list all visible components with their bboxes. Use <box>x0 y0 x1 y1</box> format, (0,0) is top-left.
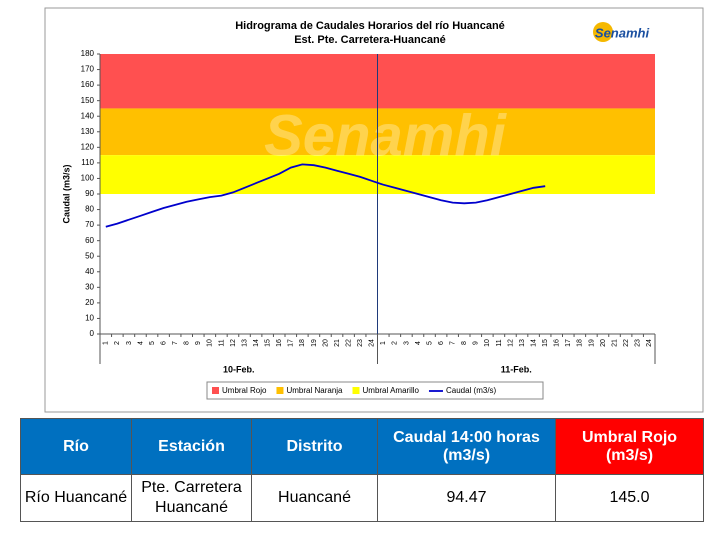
legend-label: Umbral Rojo <box>222 386 267 395</box>
x-tick-label: 24 <box>369 339 376 347</box>
x-tick-label: 11 <box>218 339 225 346</box>
y-tick-label: 70 <box>85 220 94 229</box>
y-tick-label: 110 <box>81 158 94 167</box>
x-tick-label: 3 <box>126 341 133 345</box>
x-tick-label: 16 <box>554 339 561 347</box>
x-tick-label: 4 <box>415 341 422 345</box>
x-tick-label: 14 <box>253 339 260 347</box>
legend-label: Umbral Naranja <box>286 386 343 395</box>
cell: Huancané <box>251 474 378 522</box>
x-tick-label: 4 <box>137 341 144 345</box>
y-tick-label: 10 <box>85 314 94 323</box>
x-tick-label: 18 <box>577 339 584 347</box>
y-tick-label: 100 <box>81 174 95 183</box>
legend-label: Caudal (m3/s) <box>446 386 497 395</box>
y-tick-label: 90 <box>85 189 94 198</box>
x-tick-label: 5 <box>426 341 433 345</box>
chart-title: Hidrograma de Caudales Horarios del río … <box>235 20 505 32</box>
y-tick-label: 40 <box>85 267 94 276</box>
cell: Río Huancané <box>20 474 132 522</box>
y-tick-label: 30 <box>85 282 94 291</box>
x-tick-label: 10 <box>484 339 491 347</box>
x-tick-label: 9 <box>473 341 480 345</box>
x-tick-label: 2 <box>392 341 399 345</box>
x-tick-label: 9 <box>195 341 202 345</box>
x-tick-label: 5 <box>149 341 156 345</box>
x-tick-label: 15 <box>542 339 549 347</box>
y-tick-label: 170 <box>81 65 95 74</box>
x-tick-label: 12 <box>507 339 514 347</box>
chart: Hidrograma de Caudales Horarios del río … <box>44 7 704 413</box>
legend-swatch <box>352 387 360 394</box>
table: Río Estación Distrito Caudal 14:00 horas… <box>20 418 704 522</box>
x-tick-label: 14 <box>530 339 537 347</box>
data-row: Río Huancané Pte. Carretera Huancané Hua… <box>20 474 704 522</box>
header-cell: Distrito <box>251 418 378 475</box>
logo: Senamhi <box>595 25 650 40</box>
y-tick-label: 160 <box>81 80 95 89</box>
x-tick-label: 8 <box>184 341 191 345</box>
y-tick-label: 60 <box>85 236 94 245</box>
x-tick-label: 6 <box>160 341 167 345</box>
x-tick-label: 7 <box>172 341 179 345</box>
x-tick-label: 22 <box>623 339 630 347</box>
y-tick-label: 50 <box>85 251 94 260</box>
legend-swatch <box>212 387 219 394</box>
x-tick-label: 16 <box>276 339 283 347</box>
y-tick-label: 20 <box>85 298 94 307</box>
x-tick-label: 6 <box>438 341 445 345</box>
y-tick-label: 120 <box>81 142 95 151</box>
legend-box <box>206 381 544 400</box>
x-tick-label: 3 <box>403 341 410 345</box>
x-tick-label: 8 <box>461 341 468 345</box>
x-tick-label: 10 <box>207 339 214 347</box>
x-tick-label: 1 <box>103 341 110 345</box>
chart-subtitle: Est. Pte. Carretera-Huancané <box>294 34 446 46</box>
legend-label: Umbral Amarillo <box>363 386 420 395</box>
x-tick-label: 12 <box>230 339 237 347</box>
x-tick-label: 21 <box>611 339 618 347</box>
x-tick-label: 2 <box>114 341 121 345</box>
cell: 94.47 <box>377 474 556 522</box>
y-tick-label: 0 <box>90 329 95 338</box>
x-tick-label: 7 <box>450 341 457 345</box>
x-tick-label: 23 <box>357 339 364 347</box>
y-tick-label: 80 <box>85 205 94 214</box>
y-tick-label: 150 <box>81 96 95 105</box>
x-tick-label: 18 <box>299 339 306 347</box>
watermark: Senamhi <box>264 103 508 168</box>
legend-swatch <box>276 387 284 394</box>
x-tick-label: 15 <box>265 339 272 347</box>
cell: Pte. Carretera Huancané <box>131 474 252 522</box>
logo-sun <box>593 22 613 42</box>
x-tick-label: 20 <box>600 339 607 347</box>
series-line <box>105 163 546 228</box>
y-axis-label: Caudal (m3/s) <box>61 164 71 223</box>
x-tick-label: 13 <box>241 339 248 347</box>
header-row: Río Estación Distrito Caudal 14:00 horas… <box>20 418 704 475</box>
x-tick-label: 11 <box>496 339 503 346</box>
x-tick-label: 17 <box>565 339 572 347</box>
group-label: 10-Feb. <box>223 364 255 374</box>
x-tick-label: 1 <box>380 341 387 345</box>
x-tick-label: 21 <box>334 339 341 347</box>
cell: 145.0 <box>555 474 704 522</box>
x-tick-label: 23 <box>635 339 642 347</box>
x-tick-label: 19 <box>588 339 595 347</box>
header-cell: Río <box>20 418 132 475</box>
x-tick-label: 17 <box>288 339 295 347</box>
header-cell: Umbral Rojo (m3/s) <box>555 418 704 475</box>
x-tick-label: 24 <box>646 339 653 347</box>
y-tick-label: 140 <box>81 111 95 120</box>
header-cell: Caudal 14:00 horas (m3/s) <box>377 418 556 475</box>
x-tick-label: 22 <box>345 339 352 347</box>
group-label: 11-Feb. <box>501 364 532 374</box>
header-cell: Estación <box>131 418 252 475</box>
x-tick-label: 13 <box>519 339 526 347</box>
x-tick-label: 19 <box>311 339 318 347</box>
x-tick-label: 20 <box>322 339 329 347</box>
y-tick-label: 180 <box>81 49 95 58</box>
y-tick-label: 130 <box>81 127 95 136</box>
